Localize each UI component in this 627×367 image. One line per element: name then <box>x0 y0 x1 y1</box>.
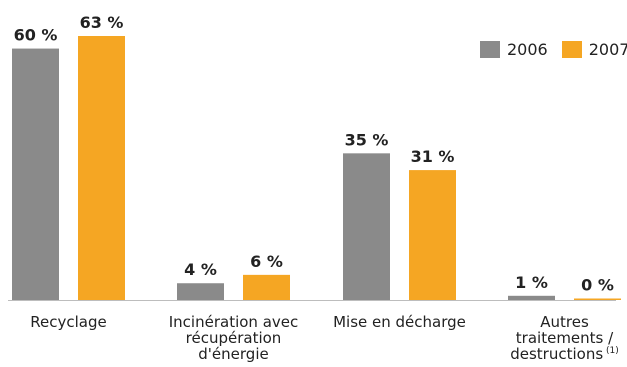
bar-2007-2 <box>409 170 456 300</box>
bar-2006-1 <box>177 283 224 300</box>
category-label-0: Recyclage <box>30 313 106 331</box>
data-label-2006-0: 60 % <box>14 26 58 45</box>
data-label-2007-3: 0 % <box>581 276 614 295</box>
legend-label-2006: 2006 <box>507 40 548 59</box>
bar-2007-1 <box>243 274 290 300</box>
legend-item-2006: 2006 <box>480 40 548 59</box>
bar-2007-3 <box>574 298 621 300</box>
bar-2006-0 <box>12 48 59 301</box>
data-label-2007-0: 63 % <box>80 13 124 32</box>
data-label-2007-2: 31 % <box>411 147 455 166</box>
legend: 2006 2007 <box>480 40 627 59</box>
bar-2007-0 <box>78 36 125 300</box>
category-label-3: Autres traitements / destructions (1) <box>510 313 619 363</box>
category-label-2: Mise en décharge <box>333 313 466 331</box>
data-label-2006-2: 35 % <box>345 130 389 149</box>
legend-item-2007: 2007 <box>561 40 627 59</box>
bar-2006-3 <box>508 295 555 300</box>
bar-2006-2 <box>343 153 390 300</box>
data-label-2006-1: 4 % <box>184 260 217 279</box>
legend-swatch-2007 <box>561 41 582 58</box>
category-label-1: Incinération avec récupération d'énergie <box>169 313 299 363</box>
data-label-2007-1: 6 % <box>250 252 283 271</box>
legend-label-2007: 2007 <box>588 40 627 59</box>
legend-swatch-2006 <box>480 41 500 58</box>
data-label-2006-3: 1 % <box>515 273 548 292</box>
